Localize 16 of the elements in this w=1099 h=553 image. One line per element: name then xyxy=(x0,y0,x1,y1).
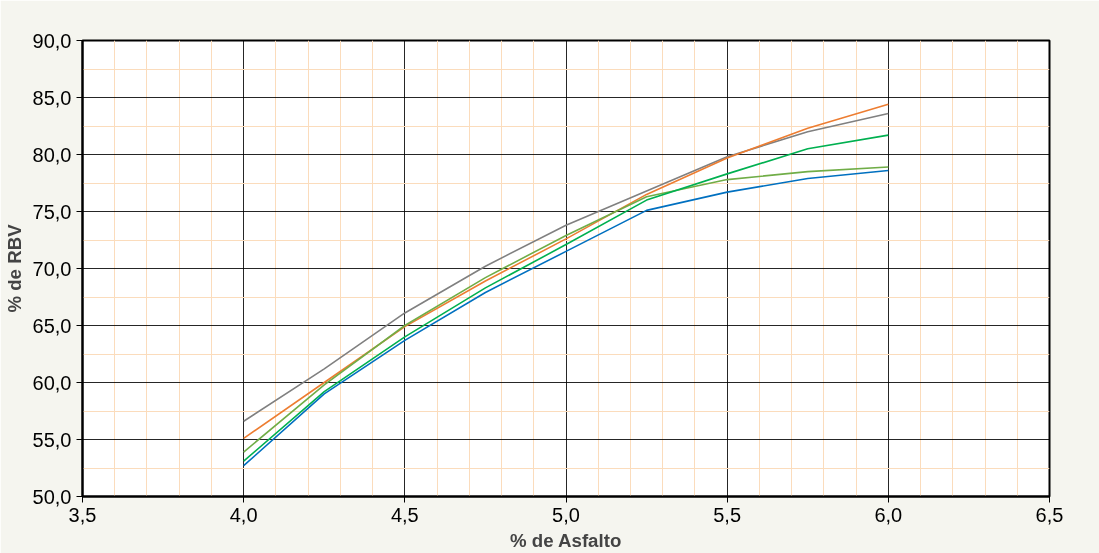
y-tick-label: 75,0 xyxy=(32,200,72,223)
x-tick-label: 4,5 xyxy=(390,503,419,526)
x-tick-label: 6,0 xyxy=(874,503,903,526)
x-tick-label: 4,0 xyxy=(229,503,258,526)
y-axis-title: % de RBV xyxy=(3,223,25,313)
y-tick-label: 60,0 xyxy=(32,371,72,394)
x-tick-label: 5,0 xyxy=(552,503,580,526)
y-tick-label: 85,0 xyxy=(32,86,72,109)
x-tick-label: 6,5 xyxy=(1035,503,1064,526)
x-axis-title: % de Asfalto xyxy=(510,529,622,551)
y-tick-label: 65,0 xyxy=(32,314,72,337)
y-tick-label: 90,0 xyxy=(32,29,72,52)
y-tick-label: 70,0 xyxy=(32,257,72,280)
y-tick-label: 80,0 xyxy=(32,143,72,166)
x-tick-label: 5,5 xyxy=(713,503,742,526)
y-tick-label: 55,0 xyxy=(32,428,72,451)
